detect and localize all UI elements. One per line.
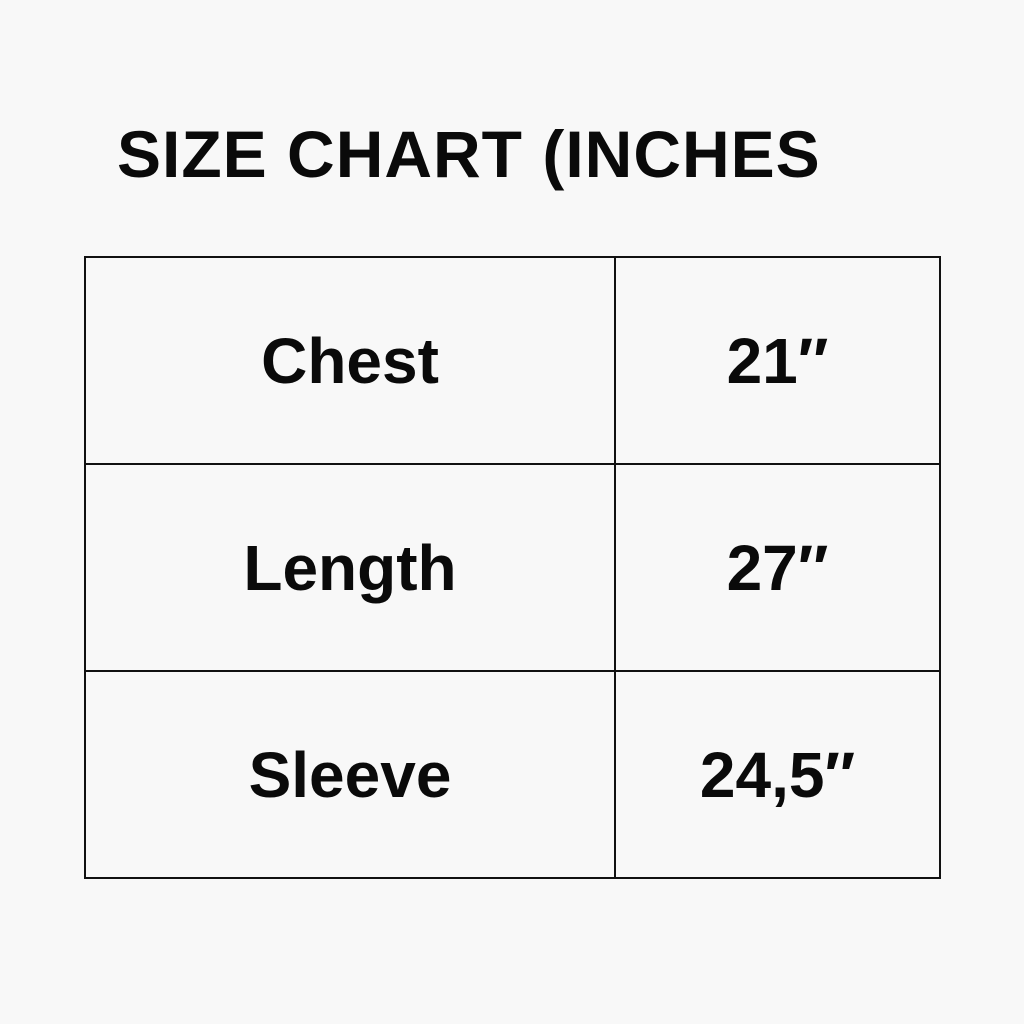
table-row: Sleeve 24,5″: [84, 670, 941, 879]
row-label: Length: [84, 463, 616, 672]
table-row: Chest 21″: [84, 256, 941, 465]
row-label: Chest: [84, 256, 616, 465]
row-value: 24,5″: [614, 670, 941, 879]
size-table: Chest 21″ Length 27″ Sleeve 24,5″: [84, 256, 941, 879]
row-value: 27″: [614, 463, 941, 672]
row-value: 21″: [614, 256, 941, 465]
table-row: Length 27″: [84, 463, 941, 672]
page-title: SIZE CHART (INCHES: [117, 117, 821, 191]
row-label: Sleeve: [84, 670, 616, 879]
